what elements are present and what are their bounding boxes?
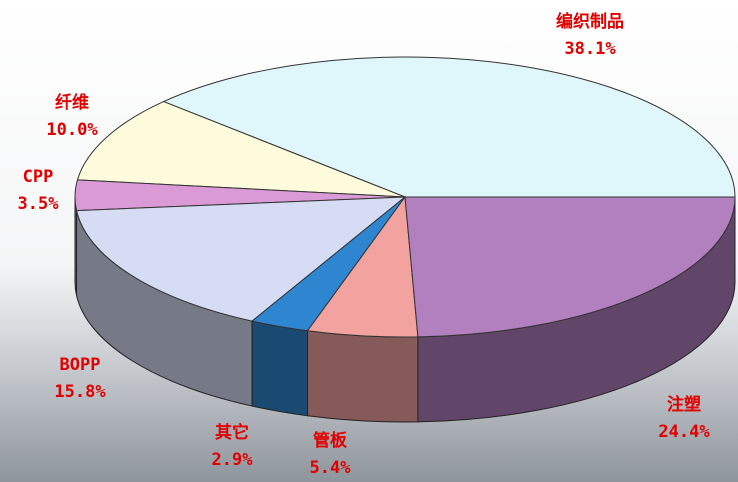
slice (75, 196, 407, 322)
slice-label: 编织制品 (556, 11, 624, 32)
slice-label: CPP (23, 167, 54, 187)
slice-label: 纤维 (55, 92, 89, 113)
slice-label: BOPP (60, 355, 101, 375)
slice-label: 管板 (313, 430, 348, 451)
slice-label: 其它 (215, 422, 249, 443)
value-label: 10.0% (46, 120, 98, 140)
labels: 编织制品 38.1% 纤维 10.0% CPP 3.5% BOPP 15.8% 其它 2.9% 管板… (18, 11, 711, 478)
pie-tops (74, 56, 736, 338)
value-label: 5.4% (310, 458, 352, 478)
slice (76, 101, 406, 198)
value-label: 38.1% (564, 39, 616, 59)
slice-side (307, 330, 419, 423)
slice (162, 56, 736, 198)
slice-label: 注塑 (667, 394, 701, 415)
slice-side (251, 320, 309, 417)
value-label: 24.4% (658, 422, 710, 442)
value-label: 3.5% (18, 194, 60, 214)
value-label: 2.9% (212, 450, 254, 470)
value-label: 15.8% (54, 382, 106, 402)
slice (404, 196, 736, 338)
